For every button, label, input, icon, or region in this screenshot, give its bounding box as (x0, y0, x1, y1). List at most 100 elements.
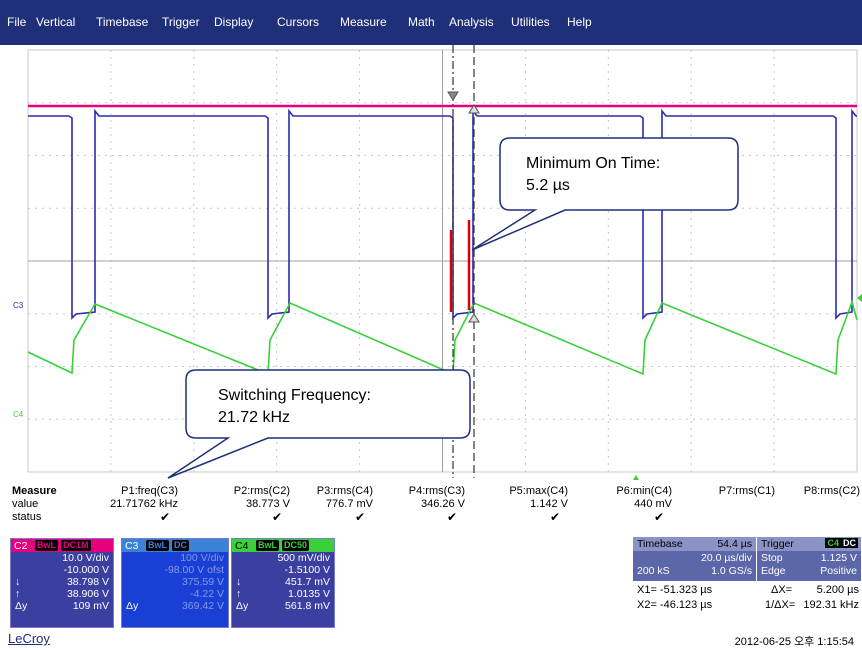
coupling-badge: DC1M (61, 540, 91, 551)
measure-label: Measure (12, 485, 57, 497)
channel-header: C3 BwL DC (122, 539, 228, 552)
menu-bar: File Vertical Timebase Trigger Display Cursor… (0, 0, 862, 45)
channel-row: ↓ 38.798 V (11, 576, 113, 588)
channel-row: ↓ 451.7 mV (232, 576, 334, 588)
coupling-badge: DC50 (282, 540, 310, 551)
measure-param-name[interactable]: P6:min(C4) (616, 485, 672, 497)
channel-row-value: 100 V/div (180, 552, 224, 564)
bandwidth-limit-badge: BwL (35, 540, 58, 551)
switching-freq-label: Switching Frequency: 21.72 kHz (218, 385, 371, 429)
menu-item-math[interactable]: Math (408, 15, 435, 29)
channel-row-value: 561.8 mV (285, 600, 330, 612)
channel-row-value: 10.0 V/div (62, 552, 109, 564)
timebase-panel[interactable]: Timebase 54.4 µs 20.0 µs/div 200 kS 1.0 … (633, 537, 756, 581)
trigger-source-badge: C4 (825, 538, 841, 548)
trace-c4 (27, 299, 858, 376)
bandwidth-limit-badge: BwL (146, 540, 169, 551)
channel-row-value: 38.798 V (66, 576, 109, 588)
channel-row-value: -1.5100 V (284, 564, 330, 576)
trigger-mode: Stop (761, 552, 783, 564)
lecroy-logo: LeCroy (8, 631, 50, 646)
measure-param-name[interactable]: P3:rms(C4) (316, 485, 373, 497)
measure-param-name[interactable]: P4:rms(C3) (408, 485, 465, 497)
coupling-badge: DC (172, 540, 189, 551)
trace-label-c4: C4 (13, 410, 24, 419)
menu-item-timebase[interactable]: Timebase (96, 15, 149, 29)
channel-row-symbol: Δy (15, 600, 28, 612)
switching-freq-callout (167, 369, 471, 479)
channel-row-symbol: ↓ (15, 576, 21, 588)
timebase-samples: 200 kS (637, 565, 670, 577)
menu-item-file[interactable]: File (7, 15, 27, 29)
measure-table: Measure value status P1:freq(C3) 21.71762 kH… (0, 483, 862, 533)
status-check-icon: ✔ (549, 510, 560, 524)
measure-param-name[interactable]: P7:rms(C1) (718, 485, 775, 497)
channel-header: C2 BwL DC1M (11, 539, 113, 552)
channel-row: ↑ 1.0135 V (232, 588, 334, 600)
measure-param-value: 440 mV (634, 498, 672, 510)
measure-param-value: 21.71762 kHz (110, 498, 178, 510)
channel-row-value: 369.42 V (181, 600, 224, 612)
channel-panel-c3[interactable]: C3 BwL DC 100 V/div -98.00 V ofst 375.59 V -4.… (121, 538, 229, 628)
min-on-time-line1: Minimum On Time: (526, 155, 661, 172)
measure-param-name[interactable]: P5:max(C4) (509, 485, 568, 497)
channel-row-symbol: ↓ (236, 576, 242, 588)
status-row-label: status (12, 511, 42, 523)
menu-item-trigger[interactable]: Trigger (162, 15, 200, 29)
cursor-x1: X1= -51.323 µs (637, 584, 713, 596)
channel-row: 375.59 V (122, 576, 228, 588)
channel-row: -98.00 V ofst (122, 564, 228, 576)
bandwidth-limit-badge: BwL (256, 540, 279, 551)
menu-item-utilities[interactable]: Utilities (511, 15, 550, 29)
min-on-time-callout (471, 137, 739, 251)
channel-row-value: 500 mV/div (277, 552, 330, 564)
cursor-x1-marker-icon (447, 91, 459, 101)
channel-row: Δy 369.42 V (122, 600, 228, 612)
measure-param-name[interactable]: P1:freq(C3) (121, 485, 178, 497)
status-check-icon: ✔ (271, 510, 282, 524)
channel-row-value: -10.000 V (63, 564, 109, 576)
menu-item-display[interactable]: Display (214, 15, 254, 29)
cursor-x2-marker-icon (468, 104, 480, 114)
channel-row: -1.5100 V (232, 564, 334, 576)
channel-row-symbol: ↑ (236, 588, 242, 600)
status-check-icon: ✔ (159, 510, 170, 524)
channel-row-symbol: ↑ (15, 588, 21, 600)
channel-id: C4 (235, 540, 249, 552)
channel-row: 500 mV/div (232, 552, 334, 564)
channel-panel-c4[interactable]: C4 BwL DC50 500 mV/div -1.5100 V ↓ 451.7 mV ↑ 1.… (231, 538, 335, 628)
menu-item-analysis[interactable]: Analysis (449, 15, 494, 29)
measure-param-value: 346.26 V (420, 498, 465, 510)
menu-item-help[interactable]: Help (567, 15, 592, 29)
waveform-grid[interactable]: C3 C4 (0, 45, 862, 483)
channel-row-value: -4.22 V (190, 588, 224, 600)
timebase-label: Timebase (637, 538, 683, 550)
cursor-dx-label: ΔX= (771, 584, 793, 596)
channel-panel-c2[interactable]: C2 BwL DC1M 10.0 V/div -10.000 V ↓ 38.798 V ↑ 38… (10, 538, 114, 628)
measure-param-name[interactable]: P8:rms(C2) (803, 485, 860, 497)
measure-param-value: 38.773 V (245, 498, 290, 510)
trace-label-c3: C3 (13, 301, 24, 310)
menu-item-cursors[interactable]: Cursors (277, 15, 320, 29)
channel-header: C4 BwL DC50 (232, 539, 334, 552)
cursor-inv-value: 192.31 kHz (803, 599, 859, 611)
switching-freq-line2: 21.72 kHz (218, 409, 291, 426)
measure-param-name[interactable]: P2:rms(C2) (233, 485, 290, 497)
menu-item-vertical[interactable]: Vertical (36, 15, 76, 29)
channel-row-symbol: Δy (236, 600, 249, 612)
channel-row-value: 38.906 V (66, 588, 109, 600)
channel-row: Δy 109 mV (11, 600, 113, 612)
trigger-panel[interactable]: Trigger C4 DC Stop 1.125 V Edge Positive (757, 537, 861, 581)
trigger-coupling-badge: DC (841, 538, 858, 548)
channel-row: -10.000 V (11, 564, 113, 576)
channel-row-symbol: Δy (126, 600, 139, 612)
cursor-dx-value: 5.200 µs (816, 584, 859, 596)
channel-id: C2 (14, 540, 28, 552)
status-check-icon: ✔ (354, 510, 365, 524)
trigger-time-marker-icon (633, 475, 639, 480)
menu-item-measure[interactable]: Measure (340, 15, 387, 29)
channel-row-value: 375.59 V (181, 576, 224, 588)
cursor-x2: X2= -46.123 µs (637, 599, 713, 611)
channel-row: ↑ 38.906 V (11, 588, 113, 600)
